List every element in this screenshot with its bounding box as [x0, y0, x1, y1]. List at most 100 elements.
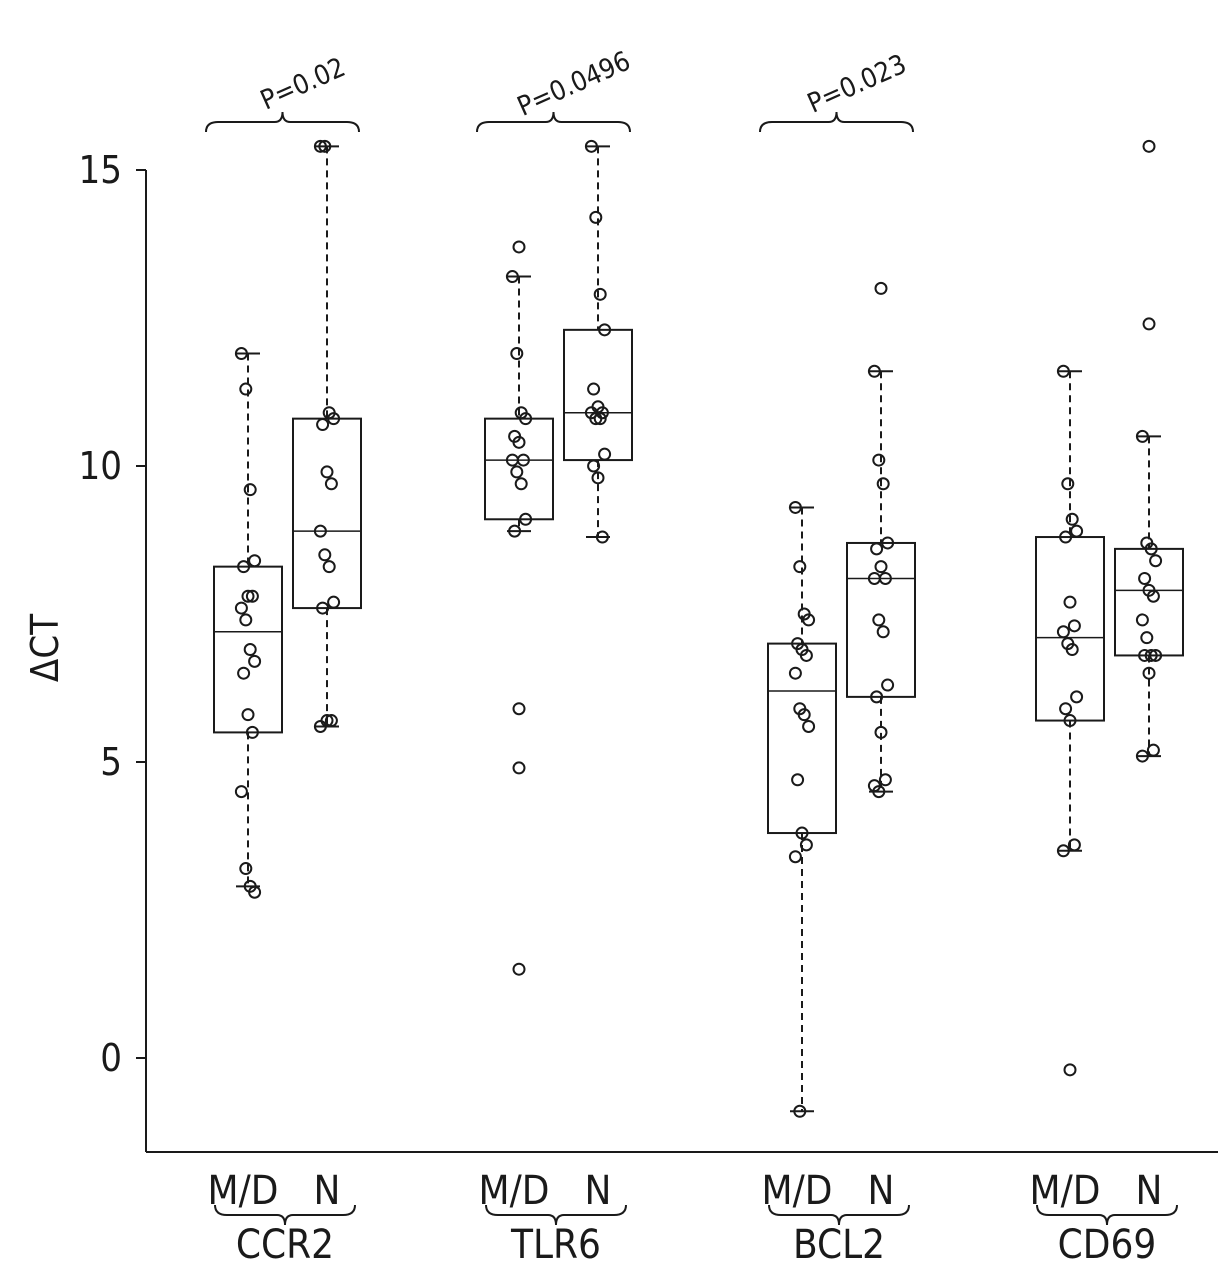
data-point	[248, 554, 262, 568]
data-point	[327, 595, 341, 609]
iqr-box	[1114, 547, 1184, 657]
data-point	[1063, 595, 1077, 609]
data-point	[598, 323, 612, 337]
y-tick-label: 5	[100, 740, 122, 784]
iqr-box	[292, 417, 362, 610]
data-point	[514, 477, 528, 491]
y-tick-label: 0	[100, 1036, 122, 1080]
data-point	[589, 210, 603, 224]
y-ticks: 0 5 10 15	[79, 148, 146, 1080]
data-point	[799, 648, 813, 662]
p-value-label: P=0.0496	[513, 46, 635, 123]
data-point	[788, 850, 802, 864]
data-point	[1135, 613, 1149, 627]
data-point	[248, 885, 262, 899]
data-point	[788, 500, 802, 514]
y-tick-label: 15	[79, 148, 123, 192]
data-point	[874, 725, 888, 739]
data-point	[505, 270, 519, 284]
group-tlr6: M/D N TLR6 P=0.0496	[476, 46, 635, 1268]
data-point	[1138, 571, 1152, 585]
data-point	[795, 826, 809, 840]
data-point	[876, 625, 890, 639]
data-point	[512, 435, 526, 449]
p-value-brace	[476, 111, 631, 133]
gene-label: CD69	[1058, 1222, 1157, 1268]
box-tlr6-n	[563, 139, 633, 544]
data-point	[1056, 844, 1070, 858]
data-point	[248, 654, 262, 668]
data-point	[802, 613, 816, 627]
data-point	[1135, 429, 1149, 443]
data-point	[324, 714, 338, 728]
data-point	[318, 548, 332, 562]
data-point	[1142, 666, 1156, 680]
outlier-point	[1063, 1063, 1077, 1077]
box-ccr2-n	[292, 139, 362, 733]
p-value-brace	[205, 111, 360, 133]
data-point	[589, 412, 603, 426]
data-point	[1065, 643, 1079, 657]
category-label: N	[1136, 1168, 1163, 1214]
data-point	[587, 459, 601, 473]
box-cd69-md	[1035, 364, 1105, 1077]
data-point	[1140, 631, 1154, 645]
category-label: N	[868, 1168, 895, 1214]
p-value-label: P=0.02	[256, 52, 350, 117]
data-point	[1146, 743, 1160, 757]
iqr-box	[563, 328, 633, 462]
data-point	[239, 862, 253, 876]
data-point	[313, 719, 327, 733]
data-point	[241, 708, 255, 722]
y-axis-label: ΔCT	[23, 614, 67, 682]
data-point	[797, 708, 811, 722]
box-bcl2-n	[846, 281, 916, 799]
data-point	[876, 477, 890, 491]
outlier-point	[512, 761, 526, 775]
data-point	[793, 560, 807, 574]
data-point	[1070, 524, 1084, 538]
category-label: M/D	[762, 1168, 833, 1214]
data-point	[234, 601, 248, 615]
data-point	[313, 524, 327, 538]
data-point	[237, 560, 251, 574]
outlier-point	[512, 962, 526, 976]
box-groups: M/D N CCR2 P=0.02 M/D N TLR6 P=0.0496 M/D N BCL2 P=…	[205, 46, 1184, 1268]
group-bcl2: M/D N BCL2 P=0.023	[759, 49, 916, 1268]
data-point	[519, 512, 533, 526]
data-point	[593, 412, 607, 426]
group-ccr2: M/D N CCR2 P=0.02	[205, 52, 362, 1268]
data-point	[1138, 648, 1152, 662]
data-point	[508, 524, 522, 538]
data-point	[1135, 749, 1149, 763]
data-point	[1144, 542, 1158, 556]
data-point	[510, 347, 524, 361]
data-point	[239, 613, 253, 627]
group-cd69: M/D N CD69	[1030, 139, 1184, 1268]
data-point	[1067, 619, 1081, 633]
data-point	[1146, 589, 1160, 603]
outlier-point	[512, 702, 526, 716]
data-point	[324, 477, 338, 491]
data-point	[1065, 512, 1079, 526]
data-point	[316, 418, 330, 432]
data-point	[595, 530, 609, 544]
category-label: M/D	[1030, 1168, 1101, 1214]
iqr-box	[846, 541, 916, 698]
gene-brace	[768, 1204, 910, 1226]
data-point	[1061, 477, 1075, 491]
data-point	[322, 560, 336, 574]
data-point	[320, 465, 334, 479]
data-point	[1070, 690, 1084, 704]
data-point	[234, 785, 248, 799]
data-point	[872, 613, 886, 627]
data-point	[881, 678, 895, 692]
data-point	[872, 453, 886, 467]
category-label: M/D	[479, 1168, 550, 1214]
p-value-brace	[759, 111, 914, 133]
data-point	[1063, 714, 1077, 728]
data-point	[313, 139, 327, 153]
data-point	[1059, 702, 1073, 716]
data-point	[237, 666, 251, 680]
